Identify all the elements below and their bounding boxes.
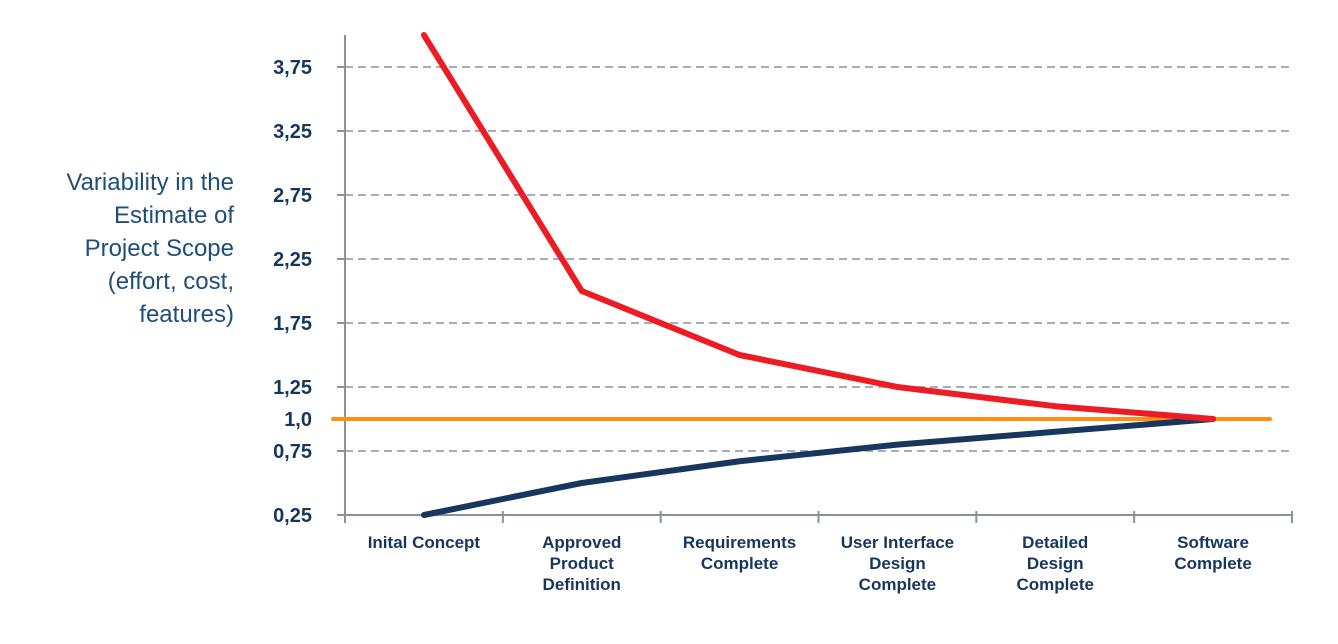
- y-tick-label: 2,25: [273, 249, 312, 271]
- series-upper-estimate-line: [420, 32, 1217, 422]
- y-tick-labels: 3,75 3,25 2,75 2,25 1,75 1,25 1,0 0,75 0,25: [273, 57, 312, 527]
- y-tick-label: 1,0: [284, 409, 312, 431]
- y-tick-label: 0,25: [273, 505, 312, 527]
- x-category-labels: Inital Concept Approved Product Definition R…: [368, 533, 1252, 594]
- y-axis-title: Variability in the Estimate of Project S…: [66, 169, 234, 328]
- x-category-label: Approved Product Definition: [542, 533, 621, 594]
- series-lines: [331, 32, 1272, 518]
- gridlines: [345, 66, 1292, 452]
- x-category-label: User Interface Design Complete: [841, 533, 954, 594]
- y-tick-label: 1,25: [273, 377, 312, 399]
- y-tick-label: 3,75: [273, 57, 312, 79]
- x-category-label: Software Complete: [1174, 533, 1251, 573]
- x-category-label: Inital Concept: [368, 533, 481, 552]
- y-tick-label: 0,75: [273, 441, 312, 463]
- x-category-label: Detailed Design Complete: [1017, 533, 1094, 594]
- series-lower-estimate-line: [420, 416, 1217, 518]
- y-tick-label: 3,25: [273, 121, 312, 143]
- y-tick-label: 2,75: [273, 185, 312, 207]
- y-tick-label: 1,75: [273, 313, 312, 335]
- x-category-label: Requirements Complete: [683, 533, 796, 573]
- axes: [337, 35, 1293, 523]
